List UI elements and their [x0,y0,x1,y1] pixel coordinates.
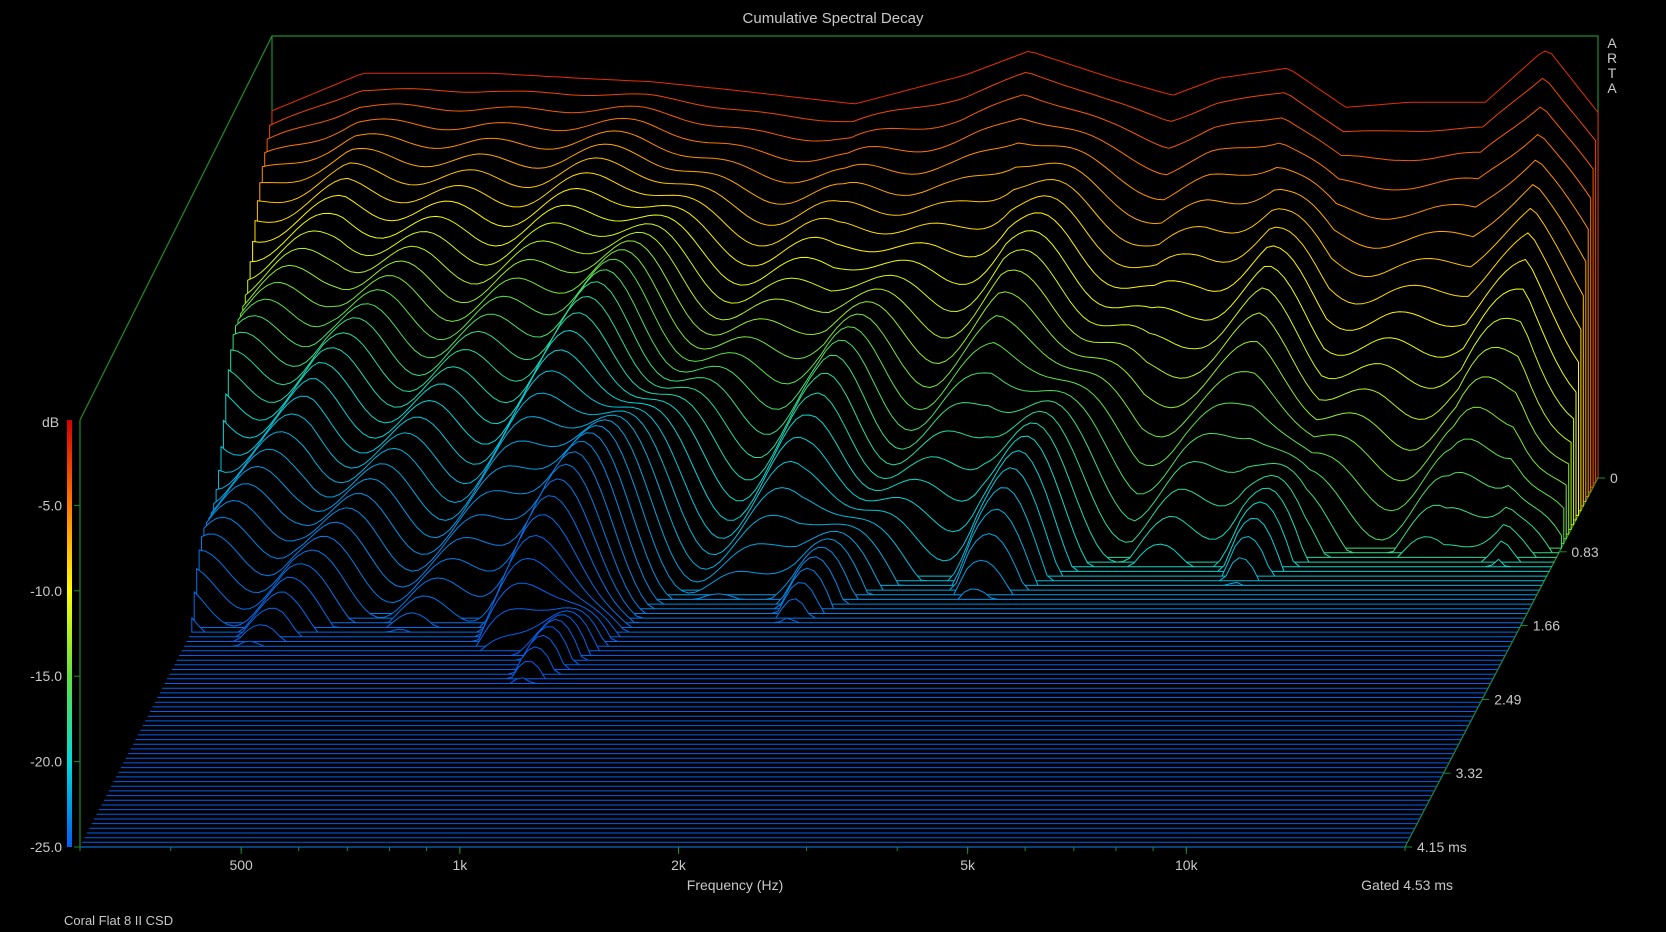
x-tick-label: 5k [960,857,976,873]
db-color-bar [67,420,72,847]
x-tick-label: 2k [671,857,687,873]
decay-slice [181,610,1509,652]
decay-slice [171,634,1499,670]
chart-title: Cumulative Spectral Decay [743,10,924,27]
db-tick-label: -20.0 [30,754,62,770]
time-tick-label: 1.66 [1533,618,1560,634]
gate-label: Gated 4.53 ms [1361,877,1453,893]
time-tick-label: 0 [1610,470,1618,486]
x-axis-label: Frequency (Hz) [687,877,783,893]
decay-slice [167,661,1494,680]
x-tick-label: 1k [452,857,468,873]
decay-slice [164,677,1491,684]
db-tick-label: -10.0 [30,583,62,599]
dataset-label: Coral Flat 8 II CSD [64,913,173,928]
decay-slice [169,646,1496,675]
db-tick-label: -15.0 [30,668,62,684]
db-tick-label: -25.0 [30,839,62,855]
time-tick-label: 3.32 [1456,765,1483,781]
db-axis-label: dB [42,414,59,430]
frame-time-edge [1404,477,1599,848]
decay-slice [179,614,1506,656]
decay-slices [79,50,1599,848]
db-tick-label: -5.0 [38,497,62,513]
time-tick-label: 0.83 [1571,544,1598,560]
axis-ticks: 500 1k 2k 5k 10k -5.0 -10.0 -15.0 -20.0 -25.0 0 0.8… [30,470,1618,873]
decay-slice [174,626,1501,666]
time-tick-label: 4.15 ms [1417,839,1467,855]
decay-slice [176,618,1504,661]
x-tick-label: 500 [229,857,253,873]
time-tick-label: 2.49 [1494,691,1521,707]
x-tick-label: 10k [1175,857,1199,873]
